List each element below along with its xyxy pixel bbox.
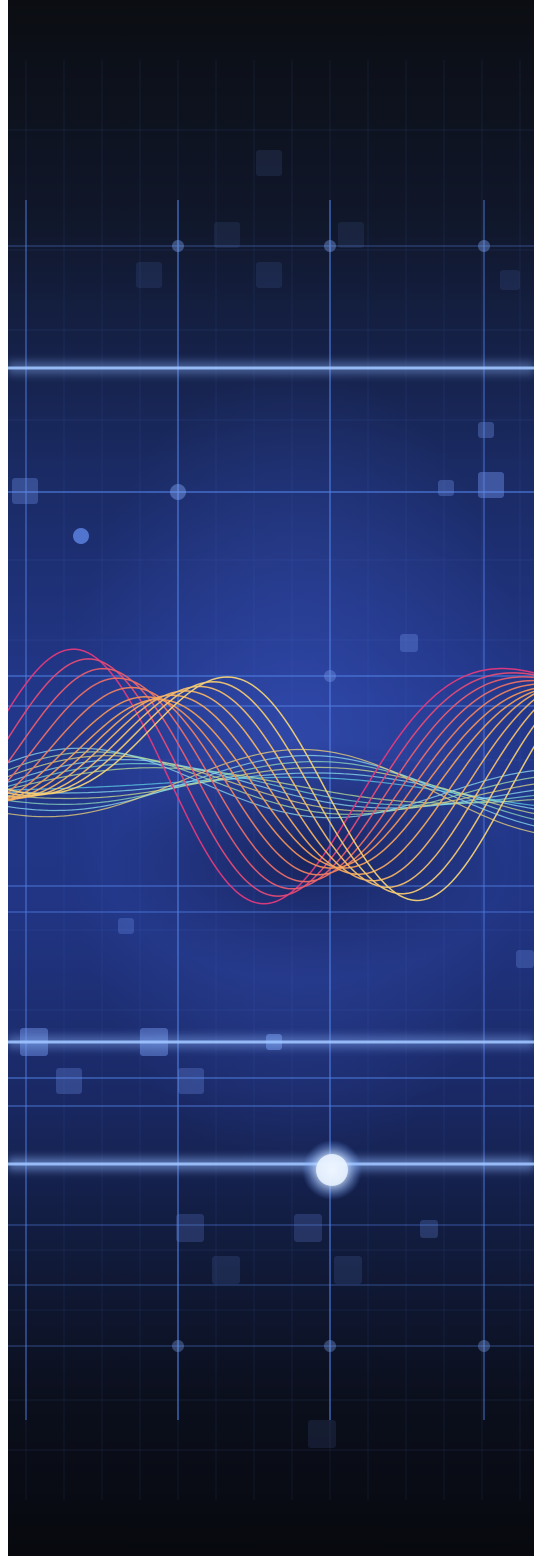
grid-node	[170, 484, 186, 500]
glowing-orb-core	[316, 1154, 348, 1186]
floating-square	[438, 480, 454, 496]
artwork-canvas	[8, 0, 534, 1556]
left-margin	[0, 0, 8, 1556]
floating-square	[56, 1068, 82, 1094]
floating-square	[338, 222, 364, 248]
floating-square	[478, 422, 494, 438]
small-dot	[73, 528, 89, 544]
grid-node	[324, 670, 336, 682]
floating-square	[256, 262, 282, 288]
grid-node	[172, 240, 184, 252]
floating-square	[212, 1256, 240, 1284]
floating-square	[118, 918, 134, 934]
floating-square	[214, 222, 240, 248]
floating-square	[334, 1256, 362, 1284]
floating-square	[294, 1214, 322, 1242]
floating-square	[420, 1220, 438, 1238]
floating-square	[136, 262, 162, 288]
floating-square	[178, 1068, 204, 1094]
floating-square	[400, 634, 418, 652]
grid-node	[324, 240, 336, 252]
floating-square	[12, 478, 38, 504]
floating-square	[308, 1420, 336, 1448]
floating-square	[516, 950, 534, 968]
floating-square	[478, 472, 504, 498]
floating-square	[176, 1214, 204, 1242]
grid-node	[324, 1340, 336, 1352]
grid-node	[172, 1340, 184, 1352]
floating-square	[500, 270, 520, 290]
grid-node	[478, 1340, 490, 1352]
grid-node	[478, 240, 490, 252]
abstract-waveform-artwork	[8, 0, 534, 1556]
floating-square	[256, 150, 282, 176]
